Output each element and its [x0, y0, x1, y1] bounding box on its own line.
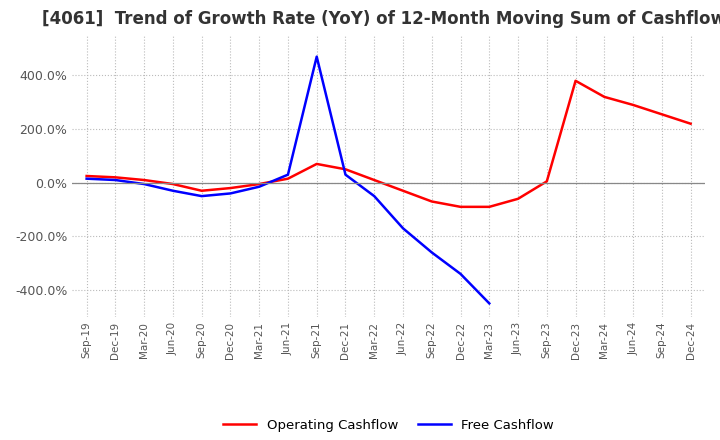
Operating Cashflow [312, 161, 321, 167]
Operating Cashflow [571, 78, 580, 84]
Line: Operating Cashflow: Operating Cashflow [86, 81, 690, 207]
Free Cashflow [284, 172, 292, 177]
Operating Cashflow [629, 102, 637, 107]
Free Cashflow [341, 172, 350, 177]
Free Cashflow [226, 191, 235, 196]
Free Cashflow [197, 194, 206, 199]
Free Cashflow [370, 194, 379, 199]
Operating Cashflow [456, 204, 465, 209]
Line: Free Cashflow: Free Cashflow [86, 57, 490, 304]
Free Cashflow [312, 54, 321, 59]
Operating Cashflow [686, 121, 695, 126]
Legend: Operating Cashflow, Free Cashflow: Operating Cashflow, Free Cashflow [218, 414, 559, 437]
Free Cashflow [82, 176, 91, 181]
Free Cashflow [140, 181, 148, 187]
Operating Cashflow [341, 167, 350, 172]
Operating Cashflow [82, 173, 91, 179]
Operating Cashflow [657, 112, 666, 117]
Operating Cashflow [111, 175, 120, 180]
Operating Cashflow [226, 185, 235, 191]
Operating Cashflow [255, 181, 264, 187]
Operating Cashflow [485, 204, 494, 209]
Free Cashflow [255, 184, 264, 189]
Operating Cashflow [140, 177, 148, 183]
Operating Cashflow [542, 179, 551, 184]
Operating Cashflow [197, 188, 206, 194]
Operating Cashflow [284, 176, 292, 181]
Operating Cashflow [168, 181, 177, 187]
Free Cashflow [399, 226, 408, 231]
Free Cashflow [456, 271, 465, 276]
Free Cashflow [111, 177, 120, 183]
Free Cashflow [168, 188, 177, 194]
Operating Cashflow [399, 188, 408, 194]
Operating Cashflow [370, 177, 379, 183]
Operating Cashflow [514, 196, 523, 202]
Free Cashflow [428, 250, 436, 255]
Operating Cashflow [600, 94, 608, 99]
Title: [4061]  Trend of Growth Rate (YoY) of 12-Month Moving Sum of Cashflows: [4061] Trend of Growth Rate (YoY) of 12-… [42, 10, 720, 28]
Free Cashflow [485, 301, 494, 306]
Operating Cashflow [428, 199, 436, 204]
